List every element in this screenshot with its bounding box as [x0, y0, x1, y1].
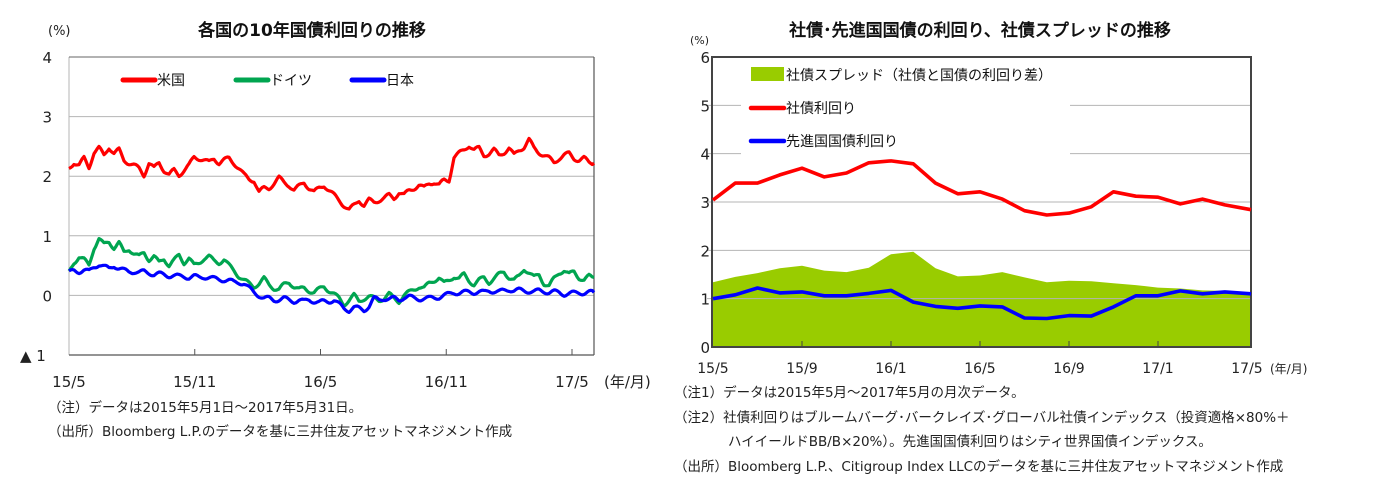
legend-label: ドイツ: [270, 73, 312, 89]
left-series-line-2: [68, 263, 596, 314]
left-y-tick-label: 2: [42, 168, 52, 186]
left-chart-panel: (%) 各国の10年国債利回りの推移 4 3 2 1 0 ▲ 1 15/5 15/11 16/…: [0, 0, 680, 481]
legend-label: 日本: [386, 73, 414, 89]
right-note-2-cont: ハイイールドBB/B×20%）。先進国国債利回りはシティ世界国債インデックス。: [728, 434, 1212, 450]
spread-area: [713, 251, 1251, 347]
left-legend: 米国 ドイツ 日本: [120, 73, 414, 89]
right-x-tick-labels: 15/5 15/9 16/1 16/5 16/9 17/1 17/5: [697, 361, 1262, 377]
left-x-unit: (年/月): [604, 373, 651, 391]
left-x-tick-label: 17/5: [555, 373, 589, 391]
right-x-tick-label: 17/5: [1231, 361, 1262, 377]
right-y-tick-label: 3: [700, 194, 710, 212]
right-series-line-1: [711, 159, 1252, 217]
right-chart-panel: (%) 社債･先進国国債の利回り、社債スプレッドの推移 6 5 4 3 2 1 0 15/5…: [668, 0, 1380, 481]
left-source: （出所）Bloomberg L.P.のデータを基に三井住友アセットマネジメント作…: [48, 424, 513, 440]
left-x-tick-labels: 15/5 15/11 16/5 16/11 17/5: [52, 373, 589, 391]
left-x-tick-label: 15/5: [52, 373, 86, 391]
right-x-tick-label: 16/9: [1053, 361, 1084, 377]
left-x-tick-label: 15/11: [173, 373, 216, 391]
right-y-tick-labels: 6 5 4 3 2 1 0: [700, 49, 710, 357]
left-y-tick-label: 1: [42, 228, 52, 246]
right-x-tick-label: 16/1: [875, 361, 906, 377]
right-note-2: （注2）社債利回りはブルームバーグ･バークレイズ･グローバル社債インデックス（投…: [674, 410, 1290, 426]
right-spread-area: [713, 251, 1251, 347]
right-chart: (%) 社債･先進国国債の利回り、社債スプレッドの推移 6 5 4 3 2 1 0 15/5…: [690, 20, 1307, 377]
left-x-tick-label: 16/5: [304, 373, 338, 391]
legend-label: 社債スプレッド（社債と国債の利回り差）: [786, 68, 1052, 84]
left-series-line-1: [67, 237, 595, 308]
right-plot-frame: [711, 56, 1252, 348]
left-chart-title: 各国の10年国債利回りの推移: [197, 20, 426, 41]
right-x-unit: (年/月): [1270, 362, 1307, 376]
right-series-lines: [711, 159, 1252, 321]
right-y-unit: (%): [690, 34, 709, 47]
right-x-tick-label: 15/5: [697, 361, 728, 377]
right-y-tick-label: 6: [700, 49, 710, 67]
right-series-line-2: [712, 286, 1252, 321]
right-chart-title: 社債･先進国国債の利回り、社債スプレッドの推移: [788, 20, 1171, 41]
right-y-tick-label: 5: [700, 97, 710, 115]
right-note-1: （注1）データは2015年5月～2017年5月の月次データ。: [674, 385, 1025, 401]
right-y-tick-label: 0: [700, 339, 710, 357]
legend-label: 先進国国債利回り: [786, 134, 898, 150]
legend-label: 社債利回り: [786, 101, 856, 117]
left-series-line-0: [68, 136, 596, 211]
left-y-tick-labels: 4 3 2 1 0 ▲ 1: [20, 49, 52, 365]
left-x-tick-label: 16/11: [425, 373, 468, 391]
left-y-tick-label: 0: [42, 287, 52, 305]
right-y-tick-label: 4: [700, 146, 710, 164]
left-note: （注）データは2015年5月1日～2017年5月31日。: [48, 400, 363, 416]
left-y-tick-label: 4: [42, 49, 52, 67]
right-y-tick-label: 1: [700, 291, 710, 309]
right-y-tick-label: 2: [700, 242, 710, 260]
right-x-tick-label: 17/1: [1142, 361, 1173, 377]
left-chart: (%) 各国の10年国債利回りの推移 4 3 2 1 0 ▲ 1 15/5 15/11 16/…: [20, 20, 651, 391]
legend-label: 米国: [157, 73, 185, 89]
right-x-tick-label: 16/5: [964, 361, 995, 377]
right-source: （出所）Bloomberg L.P.、Citigroup Index LLCのデ…: [674, 459, 1284, 475]
left-y-tick-label: ▲ 1: [20, 347, 46, 365]
legend-swatch-spread: [751, 67, 784, 81]
left-gridlines: [68, 56, 595, 356]
left-y-unit: (%): [48, 24, 71, 39]
left-y-tick-label: 3: [42, 109, 52, 127]
right-x-tick-label: 15/9: [786, 361, 817, 377]
left-series-lines: [67, 136, 596, 314]
right-gridlines: [707, 56, 1252, 348]
